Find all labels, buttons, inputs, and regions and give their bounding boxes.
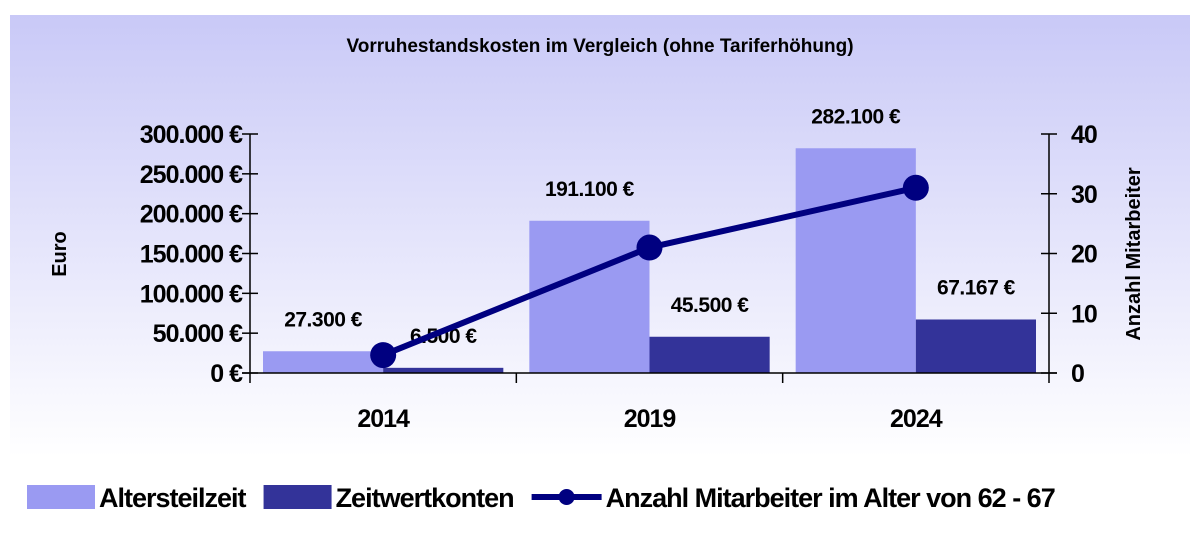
bar-altersteilzeit-2024 bbox=[795, 148, 916, 373]
y2-tick-label: 20 bbox=[1071, 241, 1097, 269]
bar-altersteilzeit-2019 bbox=[529, 220, 650, 373]
legend-label: Anzahl Mitarbeiter im Alter von 62 - 67 bbox=[606, 483, 1055, 513]
y2-tick-label: 40 bbox=[1071, 121, 1097, 149]
line-point-2024 bbox=[902, 174, 929, 201]
bar-altersteilzeit-2014 bbox=[263, 351, 384, 373]
x-tick-label: 2014 bbox=[357, 405, 410, 433]
y-tick-label: 250.000 € bbox=[140, 161, 243, 189]
legend-label: Zeitwertkonten bbox=[336, 483, 514, 513]
y-tick-label: 200.000 € bbox=[140, 201, 243, 229]
y2-axis-label: Anzahl Mitarbeiter bbox=[1123, 167, 1145, 341]
data-label: 27.300 € bbox=[284, 308, 363, 331]
legend-label: Altersteilzeit bbox=[99, 483, 247, 513]
line-point-2019 bbox=[636, 234, 663, 261]
y-tick-label: 150.000 € bbox=[140, 241, 243, 269]
y2-tick-label: 10 bbox=[1071, 300, 1097, 328]
x-tick-label: 2019 bbox=[624, 405, 676, 433]
bar-zeitwertkonten-2024 bbox=[915, 319, 1036, 373]
y-tick-label: 100.000 € bbox=[140, 280, 243, 308]
bar-zeitwertkonten-2019 bbox=[649, 336, 770, 373]
y-tick-label: 300.000 € bbox=[140, 121, 243, 149]
data-label: 67.167 € bbox=[937, 276, 1016, 299]
data-label: 282.100 € bbox=[811, 105, 901, 128]
legend-swatch-zeitwertkonten bbox=[263, 485, 332, 509]
y-tick-label: 0 € bbox=[210, 360, 243, 388]
data-label: 45.500 € bbox=[671, 294, 750, 317]
data-label: 191.100 € bbox=[545, 178, 635, 201]
legend-swatch-altersteilzeit bbox=[27, 485, 95, 509]
y-tick-label: 50.000 € bbox=[153, 320, 243, 348]
y2-tick-label: 0 bbox=[1071, 360, 1084, 388]
line-point-2014 bbox=[370, 342, 397, 369]
bar-zeitwertkonten-2014 bbox=[383, 367, 504, 373]
y-axis-label: Euro bbox=[49, 231, 71, 277]
chart-title: Vorruhestandskosten im Vergleich (ohne T… bbox=[346, 36, 853, 57]
data-label: 6.500 € bbox=[410, 325, 477, 348]
y2-tick-label: 30 bbox=[1071, 181, 1097, 209]
legend-marker bbox=[558, 489, 575, 505]
legend: Altersteilzeit Zeitwertkonten Anzahl Mitar… bbox=[27, 483, 1056, 513]
x-tick-label: 2024 bbox=[890, 405, 943, 433]
